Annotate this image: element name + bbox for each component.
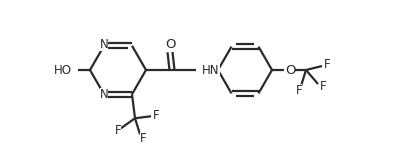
Text: HN: HN	[202, 64, 219, 77]
Text: O: O	[166, 38, 176, 51]
Text: F: F	[324, 58, 330, 71]
Text: F: F	[115, 124, 121, 137]
Text: F: F	[140, 132, 146, 145]
Text: N: N	[99, 38, 108, 51]
Text: O: O	[285, 64, 295, 77]
Text: HO: HO	[54, 64, 72, 77]
Text: F: F	[296, 84, 302, 97]
Text: F: F	[153, 109, 159, 122]
Text: N: N	[99, 88, 108, 101]
Text: F: F	[320, 80, 326, 93]
